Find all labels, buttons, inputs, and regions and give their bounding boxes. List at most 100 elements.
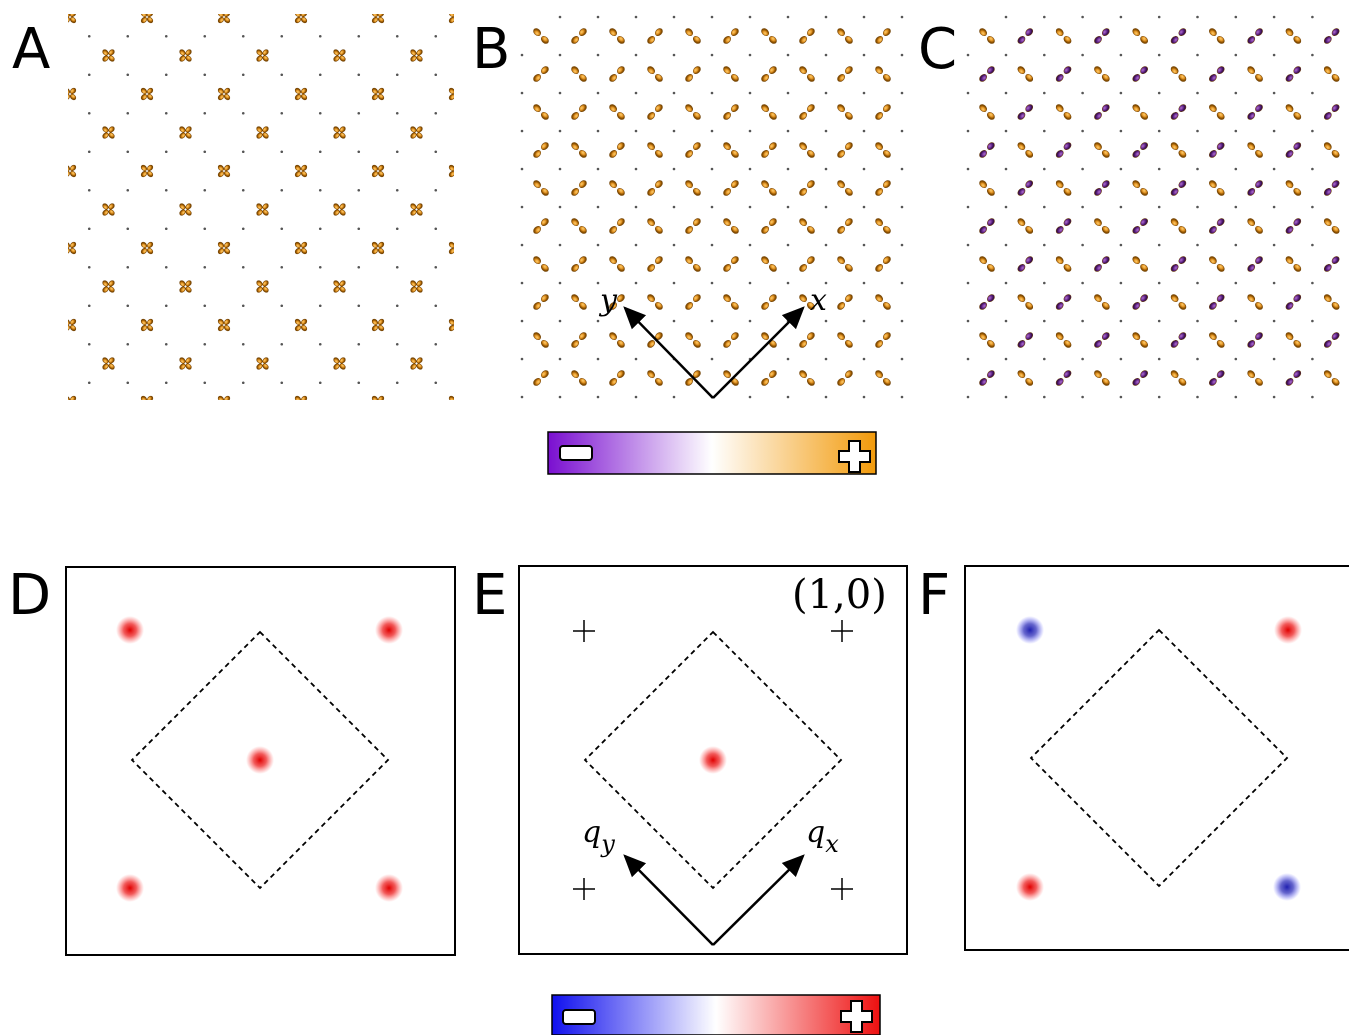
lobe bbox=[69, 395, 77, 403]
lattice-dot bbox=[635, 206, 638, 209]
lobe bbox=[294, 87, 302, 95]
orbital-lobe bbox=[616, 339, 626, 349]
orbital-lobe bbox=[722, 263, 732, 273]
lobe bbox=[1292, 263, 1302, 273]
lattice-dot bbox=[559, 92, 562, 95]
orbital-lobe bbox=[578, 331, 588, 341]
lobe bbox=[339, 286, 347, 294]
orbital-lobe bbox=[1024, 179, 1034, 189]
lattice-dot bbox=[597, 358, 600, 361]
lobe bbox=[339, 280, 347, 288]
lobe bbox=[1323, 293, 1333, 303]
lobe bbox=[684, 301, 694, 311]
orbital-lobe bbox=[1024, 149, 1034, 159]
lobe bbox=[300, 324, 308, 332]
orbital-lobe bbox=[63, 16, 71, 24]
orbital-lobe bbox=[454, 401, 462, 409]
orbital-lobe bbox=[146, 10, 154, 18]
lobe bbox=[448, 164, 456, 172]
orbital-lobe bbox=[616, 141, 626, 151]
orbital-lobe bbox=[1177, 301, 1187, 311]
lobe bbox=[333, 132, 341, 140]
lattice-dot bbox=[1081, 282, 1084, 285]
lobe bbox=[532, 103, 542, 113]
lobe bbox=[608, 179, 618, 189]
lobe bbox=[540, 217, 550, 227]
lobe bbox=[223, 318, 231, 326]
lobe bbox=[223, 401, 231, 409]
orbital-lobe bbox=[416, 363, 424, 371]
lobe bbox=[1177, 377, 1187, 387]
lobe bbox=[185, 126, 193, 134]
lattice-dot bbox=[319, 189, 322, 192]
orbital-lobe bbox=[300, 93, 308, 101]
orbital-lobe bbox=[185, 357, 193, 365]
orbital-lobe bbox=[608, 149, 618, 159]
lobe bbox=[1131, 255, 1141, 265]
orbital-lobe bbox=[692, 65, 702, 75]
orbital-lobe bbox=[185, 209, 193, 217]
lobe bbox=[1016, 339, 1026, 349]
orbital-lobe bbox=[836, 179, 846, 189]
orbital-lobe bbox=[616, 65, 626, 75]
lobe bbox=[532, 377, 542, 387]
lobe bbox=[185, 363, 193, 371]
lobe bbox=[1292, 217, 1302, 227]
orbital-lobe bbox=[1170, 65, 1180, 75]
orbital-lobe bbox=[1139, 369, 1149, 379]
lattice-dot bbox=[1005, 358, 1008, 361]
orbital-lobe bbox=[1131, 27, 1141, 37]
orbital-lobe bbox=[806, 27, 816, 37]
lobe bbox=[1216, 111, 1226, 121]
orbital-lobe bbox=[608, 331, 618, 341]
lobe bbox=[223, 10, 231, 18]
lobe bbox=[1024, 149, 1034, 159]
colorbar-momentum bbox=[552, 995, 880, 1035]
lobe bbox=[333, 55, 341, 63]
lobe bbox=[1292, 35, 1302, 45]
orbital-lobe bbox=[1131, 179, 1141, 189]
orbital-lobe bbox=[333, 203, 341, 211]
lattice-dot bbox=[1043, 168, 1046, 171]
orbital-lobe bbox=[616, 369, 626, 379]
orbital-lobe bbox=[454, 324, 462, 332]
orbital-lobe bbox=[798, 111, 808, 121]
orbital-lobe bbox=[102, 363, 110, 371]
lobe bbox=[730, 301, 740, 311]
orbital-lobe bbox=[532, 377, 542, 387]
lobe bbox=[806, 149, 816, 159]
orbital-lobe bbox=[646, 65, 656, 75]
lattice-dot bbox=[396, 343, 399, 346]
lattice-dot bbox=[863, 244, 866, 247]
orbital-lobe bbox=[371, 87, 379, 95]
lobe bbox=[1093, 141, 1103, 151]
lattice-dot bbox=[1043, 282, 1046, 285]
orbital-lobe bbox=[1101, 301, 1111, 311]
lobe bbox=[1208, 255, 1218, 265]
orbital-lobe bbox=[217, 170, 225, 178]
lobe bbox=[1139, 111, 1149, 121]
lobe bbox=[722, 293, 732, 303]
lobe bbox=[1177, 73, 1187, 83]
lattice-dot bbox=[203, 227, 206, 230]
lobe bbox=[448, 241, 456, 249]
lattice-dot bbox=[825, 16, 828, 19]
lobe bbox=[1139, 293, 1149, 303]
lobe bbox=[1246, 293, 1256, 303]
orbital-lobe bbox=[1101, 27, 1111, 37]
lattice-dot bbox=[1196, 54, 1199, 57]
orbital-lobe bbox=[1024, 377, 1034, 387]
orbital-lobe bbox=[108, 126, 116, 134]
lobe bbox=[532, 179, 542, 189]
orbital-lobe bbox=[339, 209, 347, 217]
panel-c-lattice bbox=[967, 16, 1349, 399]
lobe bbox=[730, 225, 740, 235]
orbital-lobe bbox=[806, 179, 816, 189]
orbital-lobe bbox=[1055, 225, 1065, 235]
orbital-lobe bbox=[540, 217, 550, 227]
orbital-lobe bbox=[262, 49, 270, 57]
lobe bbox=[616, 111, 626, 121]
lobe bbox=[1170, 111, 1180, 121]
lattice-dot bbox=[711, 320, 714, 323]
orbital-lobe bbox=[185, 132, 193, 140]
